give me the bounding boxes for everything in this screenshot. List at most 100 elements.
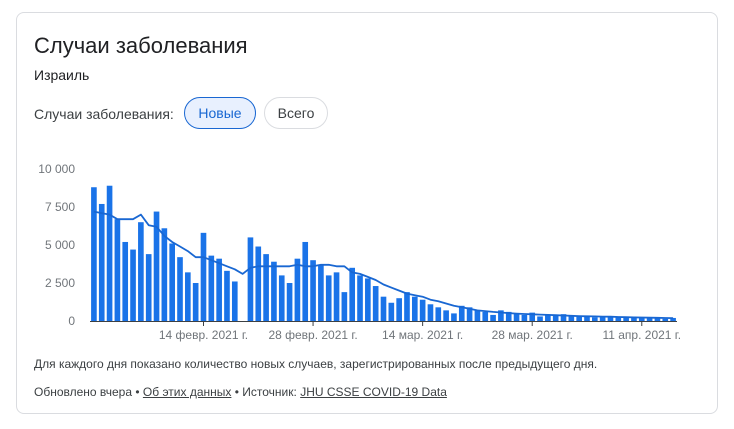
bar-2021-02-05 [130,249,136,321]
bar-2021-04-12 [646,317,653,321]
bar-2021-03-12 [404,292,410,321]
chart-description: Для каждого дня показано количество новы… [34,357,598,371]
source-link[interactable]: JHU CSSE COVID-19 Data [300,385,447,399]
bar-2021-03-26 [513,313,520,321]
bar-2021-03-05 [349,267,356,321]
x-tick-label: 28 мар. 2021 г. [492,328,573,342]
bar-2021-02-03 [114,219,121,321]
bar-2021-02-09 [161,228,168,321]
bar-2021-02-12 [185,272,191,321]
bar-2021-03-10 [388,302,395,321]
bar-2021-03-19 [458,305,465,321]
bar-2021-02-28 [310,260,316,321]
x-tick-label: 14 февр. 2021 г. [159,328,248,342]
x-tick-label: 11 апр. 2021 г. [602,328,681,342]
bar-2021-03-01 [318,264,324,321]
bar-2021-03-27 [521,314,528,321]
bar-2021-03-06 [357,275,363,321]
updated-text: Обновлено вчера [34,385,133,399]
bar-2021-03-24 [498,310,504,321]
bar-2021-03-28 [529,312,536,321]
bar-2021-02-07 [145,254,152,321]
bar-2021-04-08 [615,317,622,321]
bar-2021-03-31 [552,314,559,321]
bar-2021-03-30 [545,314,551,321]
covid-cases-card: Случаи заболевания Израиль Случаи заболе… [16,12,718,414]
bar-2021-02-22 [263,254,269,321]
bar-2021-03-25 [505,311,512,321]
bar-2021-02-02 [106,185,113,321]
bar-2021-03-02 [325,275,332,321]
bar-2021-03-11 [396,298,402,321]
x-tick-label: 28 февр. 2021 г. [268,328,357,342]
bar-2021-04-15 [670,317,676,321]
bar-2021-03-03 [333,272,340,321]
bar-2021-03-21 [474,310,481,321]
separator-1: • [132,385,143,399]
bar-2021-04-05 [592,317,598,321]
bar-2021-03-08 [372,286,379,321]
bar-2021-04-07 [607,316,614,321]
bar-2021-02-17 [224,270,230,321]
bar-2021-03-14 [419,299,426,321]
y-tick-label: 7 500 [45,200,75,214]
bar-2021-03-18 [451,313,457,321]
bar-2021-02-21 [255,246,262,321]
y-tick-label: 10 000 [38,162,75,176]
source-label: Источник: [242,385,297,399]
bar-2021-03-29 [537,316,543,321]
new-cases-chip[interactable]: Новые [184,97,256,129]
bar-2021-04-09 [623,317,629,321]
bar-2021-03-15 [427,304,434,321]
bar-2021-04-06 [599,316,606,321]
bar-2021-01-31 [91,187,97,321]
total-cases-chip[interactable]: Всего [264,97,328,129]
bar-2021-03-23 [490,314,496,321]
bar-2021-04-03 [576,316,582,321]
bar-2021-02-26 [294,258,301,321]
cases-toggle-label: Случаи заболевания: [34,106,174,122]
bar-2021-02-08 [153,211,160,321]
bar-2021-02-27 [302,241,309,321]
bar-2021-04-02 [568,315,575,321]
y-tick-label: 5 000 [45,238,75,252]
bar-2021-04-11 [638,317,645,321]
bar-2021-04-04 [584,315,590,321]
bar-2021-02-25 [286,283,293,321]
bar-2021-03-07 [365,278,371,321]
bar-2021-02-04 [122,241,129,321]
bar-2021-02-16 [216,258,222,321]
bar-2021-02-14 [200,232,207,321]
bar-2021-03-16 [435,307,442,321]
source-line: Обновлено вчера • Об этих данных • Источ… [34,385,447,399]
bar-2021-03-20 [466,307,473,321]
y-tick-label: 0 [68,314,75,328]
bar-2021-02-15 [208,255,215,321]
average-line [93,210,674,319]
bar-2021-04-10 [631,317,637,321]
bar-2021-04-14 [662,318,669,321]
bar-2021-02-01 [98,203,105,321]
separator-2: • [231,385,243,399]
bar-2021-03-13 [411,296,418,321]
x-tick-label: 14 мар. 2021 г. [382,328,463,342]
bar-2021-03-09 [380,296,387,321]
bar-2021-04-13 [654,318,661,321]
bar-2021-02-23 [271,261,277,321]
about-data-link[interactable]: Об этих данных [142,385,232,399]
bar-2021-02-18 [231,281,238,321]
bar-2021-02-20 [247,237,254,321]
card-title: Случаи заболевания [34,33,248,58]
bar-2021-02-10 [169,243,175,321]
bar-2021-02-24 [278,275,285,321]
y-tick-label: 2 500 [45,276,75,290]
bar-2021-04-01 [560,314,567,321]
bar-2021-02-11 [177,257,183,321]
bar-2021-02-13 [192,283,199,321]
bar-2021-03-22 [482,311,489,321]
cases-chart: 0 2 500 5 000 7 500 10 000 14 февр. 2021 г. 28… [38,162,681,342]
region-subtitle: Израиль [34,67,90,83]
bar-2021-03-17 [443,310,449,321]
bar-2021-02-06 [138,222,144,321]
bar-2021-03-04 [341,292,348,321]
